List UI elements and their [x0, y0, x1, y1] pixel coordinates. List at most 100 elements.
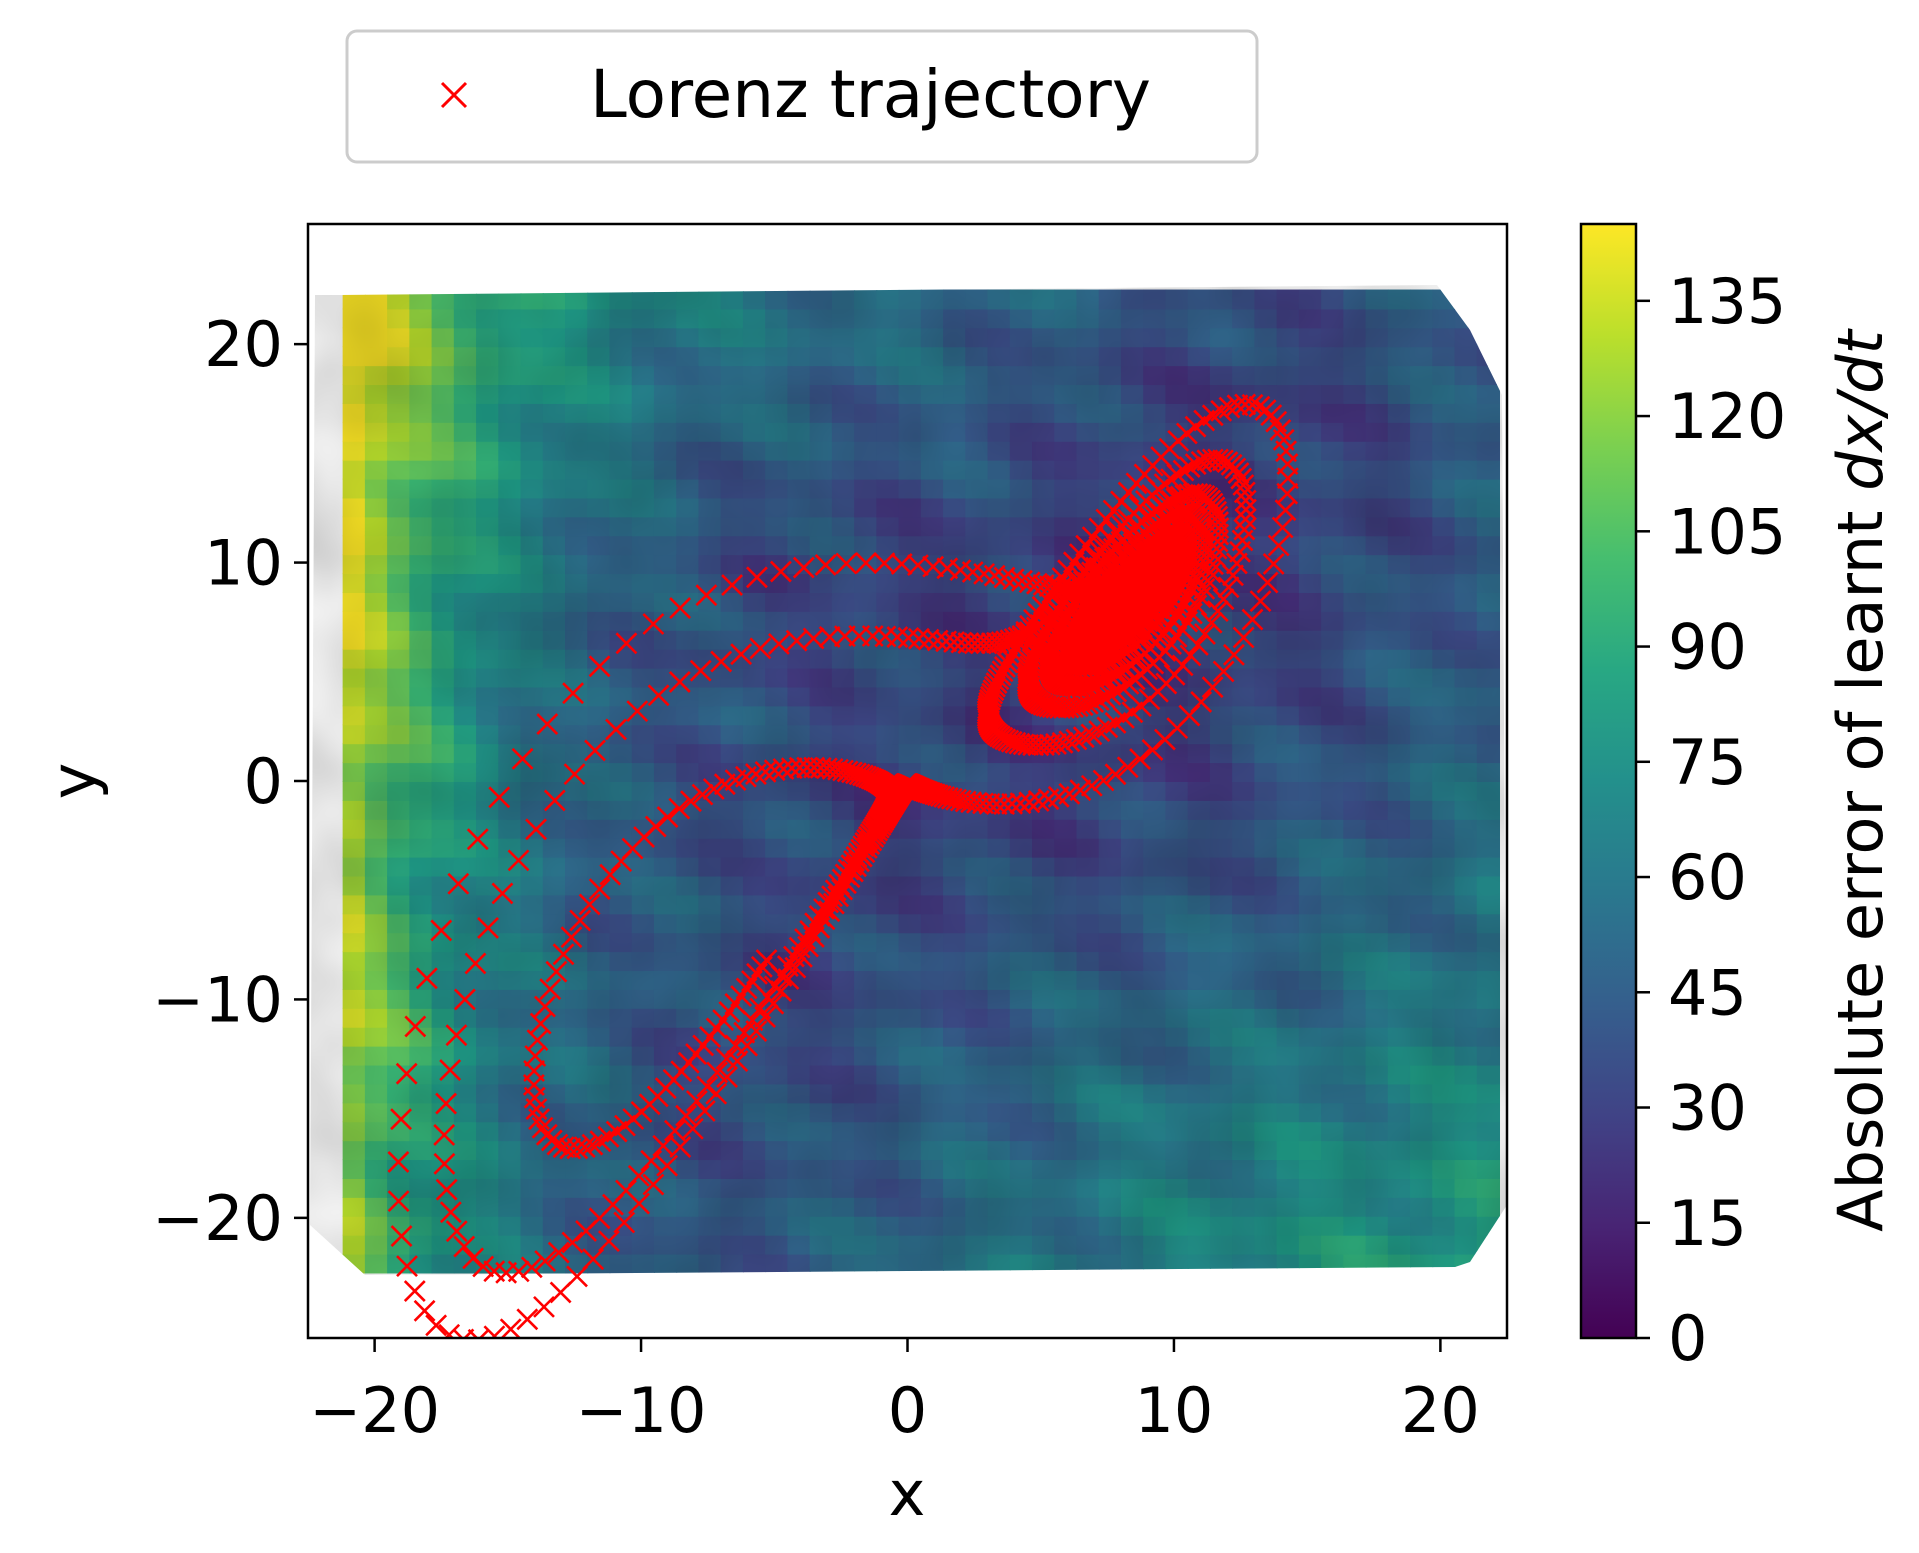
trajectory-point	[1011, 626, 1034, 649]
trajectory-point	[581, 1133, 604, 1156]
trajectory-point	[430, 919, 453, 942]
trajectory-point	[1235, 498, 1257, 521]
trajectory-point	[1105, 680, 1128, 703]
colorbar-tick-label: 30	[1668, 1072, 1747, 1145]
trajectory-point	[647, 684, 670, 707]
trajectory-point	[969, 632, 992, 655]
colorbar-label-math: dx/dt	[1824, 327, 1897, 490]
colorbar-label: Absolute error of learnt dx/dt	[1824, 327, 1897, 1231]
trajectory-point	[762, 992, 785, 1015]
trajectory-point	[977, 694, 1000, 717]
trajectory-point	[578, 893, 601, 916]
trajectory-point	[1154, 728, 1176, 751]
y-tick-label: 20	[204, 308, 283, 381]
trajectory-point	[1026, 572, 1048, 595]
trajectory-point	[1033, 734, 1055, 757]
trajectory-point	[438, 1323, 461, 1338]
trajectory-point	[689, 659, 712, 682]
trajectory-point	[445, 1024, 468, 1047]
trajectory-point	[1042, 631, 1065, 654]
trajectory-point	[613, 1211, 636, 1234]
trajectory-point	[439, 1201, 462, 1224]
trajectory-point	[693, 1100, 716, 1122]
trajectory-point	[472, 1255, 495, 1278]
trajectory-point	[1230, 467, 1253, 490]
trajectory-point	[1173, 591, 1196, 614]
trajectory-point	[507, 849, 530, 872]
trajectory-point	[516, 1308, 539, 1331]
trajectory-point	[1080, 774, 1103, 797]
y-axis-label: y	[37, 763, 110, 800]
trajectory-point	[749, 637, 772, 660]
trajectory-point	[1212, 588, 1235, 611]
trajectory-point	[387, 1190, 410, 1213]
trajectory-point	[1080, 723, 1103, 746]
trajectory-point	[1002, 642, 1024, 664]
trajectory-point	[642, 1173, 665, 1196]
trajectory-point	[769, 560, 792, 583]
trajectory-point	[835, 872, 857, 895]
trajectory-point	[1267, 534, 1290, 557]
trajectory-point	[827, 885, 850, 908]
trajectory-point	[569, 909, 592, 932]
trajectory-point	[582, 1248, 605, 1271]
trajectory-point	[1201, 676, 1224, 699]
trajectory-point	[985, 631, 1008, 654]
trajectory-point	[1184, 566, 1207, 589]
trajectory-point	[1058, 730, 1081, 753]
trajectory-point	[561, 1231, 584, 1254]
trajectory-point	[413, 1299, 436, 1322]
trajectory-point	[545, 960, 568, 983]
trajectory-point	[425, 1314, 448, 1337]
x-tick-label: −10	[576, 1374, 707, 1447]
trajectory-point	[917, 628, 940, 651]
trajectory-point	[435, 1092, 457, 1115]
legend-label: Lorenz trajectory	[590, 56, 1151, 133]
trajectory-point	[1031, 595, 1054, 618]
trajectory-point	[439, 1059, 462, 1082]
trajectory-point	[395, 1062, 418, 1085]
colorbar-gradient	[1581, 224, 1636, 1338]
trajectory-point	[848, 850, 870, 873]
trajectory-point	[1009, 792, 1032, 815]
trajectory-point	[1018, 571, 1041, 594]
trajectory-point	[533, 1295, 555, 1318]
trajectory-point	[626, 700, 649, 723]
colorbar-label-prefix: Absolute error of learnt	[1824, 491, 1897, 1232]
colorbar-tick-label: 90	[1668, 611, 1747, 684]
y-tick-label: 10	[204, 527, 283, 600]
trajectory-point	[467, 1328, 490, 1338]
trajectory-point	[1088, 720, 1111, 743]
trajectory-point	[730, 643, 753, 666]
trajectory-point	[1015, 620, 1038, 643]
trajectory-point	[1104, 763, 1127, 786]
trajectory-point	[1021, 648, 1044, 671]
trajectory-point	[668, 670, 691, 693]
trajectory-point	[525, 818, 547, 841]
trajectory-point	[462, 1247, 485, 1270]
trajectory-point	[488, 786, 511, 809]
legend-frame	[345, 29, 1259, 164]
trajectory-point	[855, 552, 877, 574]
colorbar-tick-label: 15	[1668, 1187, 1747, 1260]
trajectory-point	[838, 866, 861, 889]
trajectory-point	[1169, 598, 1192, 620]
legend-marker-x	[440, 81, 468, 109]
trajectory-point	[1005, 637, 1027, 659]
trajectory-point	[529, 1012, 552, 1035]
trajectory-point	[575, 1220, 597, 1242]
trajectory-point	[1166, 604, 1188, 627]
trajectory-point	[534, 995, 556, 1018]
trajectory-point	[1044, 628, 1067, 650]
trajectory-point	[589, 1130, 612, 1153]
trajectory-point	[656, 1154, 679, 1177]
trajectory-point	[1184, 453, 1207, 476]
trajectory-point	[536, 713, 559, 735]
trajectory-point	[559, 1137, 582, 1160]
trajectory-point	[656, 806, 679, 828]
trajectory-point	[445, 1220, 468, 1243]
trajectory-point	[549, 1281, 572, 1304]
trajectory-point	[483, 1260, 506, 1283]
trajectory-point	[644, 815, 667, 838]
trajectory-point	[615, 632, 638, 655]
